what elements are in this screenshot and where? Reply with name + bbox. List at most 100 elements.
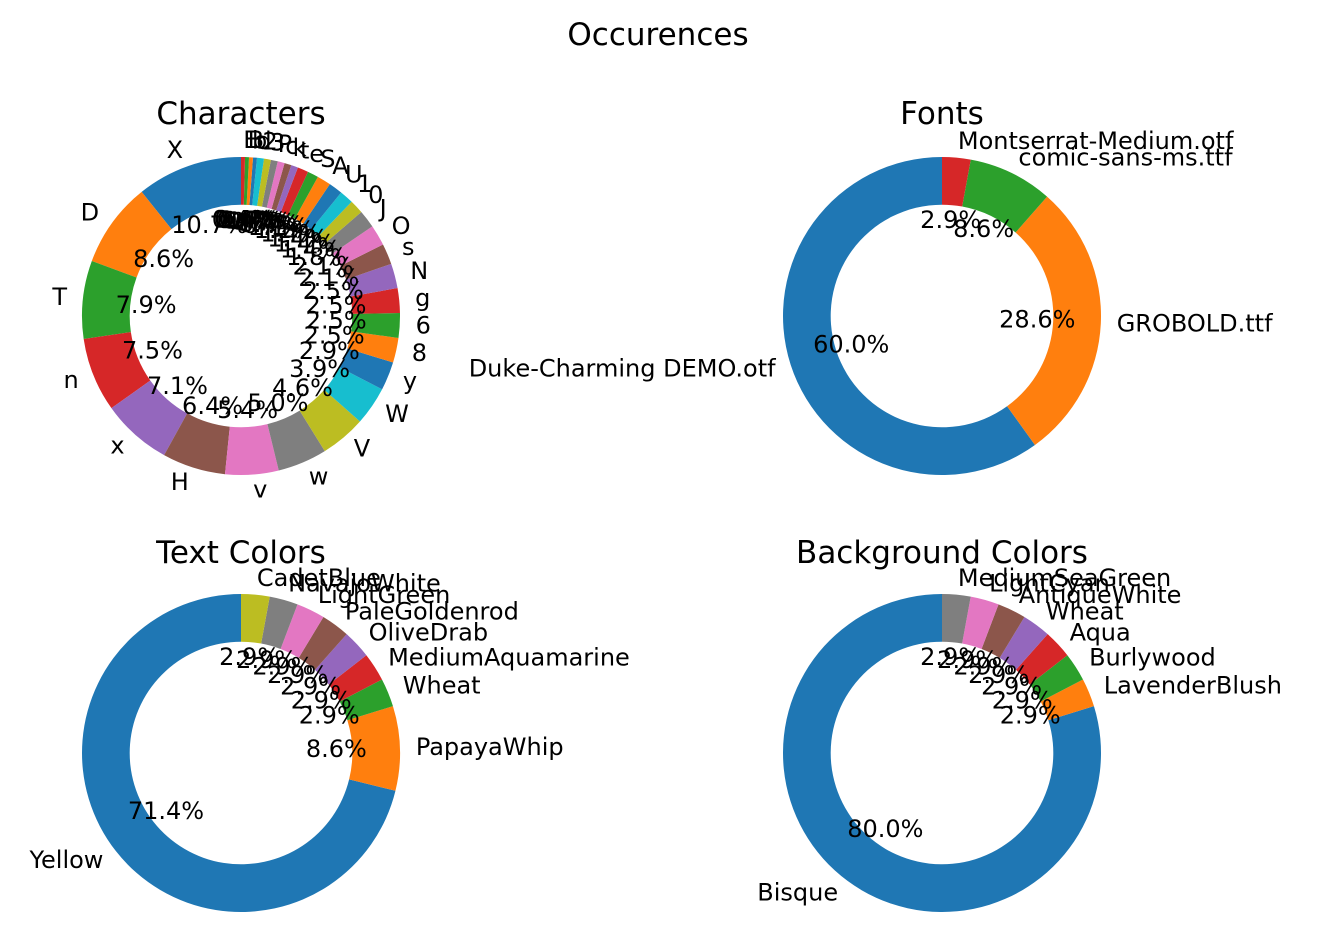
fonts-pct-duke-charming-demo-otf: 60.0% [813,330,889,358]
text-colors-chart-title: Text Colors [155,535,326,571]
background-colors-chart: Background Colors Bisque 80.0% LavenderBlu… [757,535,1282,912]
characters-pct-u: 1.4% [267,224,328,252]
characters-label-t: t [300,136,309,164]
characters-slice-s [287,171,318,219]
text-colors-slice-yellow [81,594,396,912]
fonts-slice-montserrat-medium-otf [942,157,971,207]
text-colors-slice-papayawhip [347,706,401,791]
characters-pct-n: 7.5% [122,337,183,365]
characters-pct-b: 0.4% [217,206,278,234]
background-colors-slice-lavenderblush [1040,679,1094,721]
characters-chart: Characters X10.7%D8.6%T 7.9%n7.5%x7.1%H6.… [51,96,430,503]
characters-label-t: T [51,283,67,311]
characters-slice-y [339,348,394,390]
characters-pct-d: 8.6% [133,245,194,273]
background-colors-slice-aqua [1015,634,1068,685]
background-colors-slice-lightcyan [962,596,999,649]
characters-pct-d: 0.4% [219,206,280,234]
characters-label-c: c [285,132,298,160]
characters-pct-j: 1.8% [286,243,347,271]
characters-pct-6: 2.5% [306,307,367,335]
characters-slice-b [243,157,250,205]
characters-pct-w: 3.9% [289,355,350,383]
characters-label-k: k [293,134,307,162]
characters-label-a: A [332,152,349,180]
background-colors-label-lavenderblush: LavenderBlush [1104,672,1282,700]
background-colors-label-aqua: Aqua [1070,618,1131,646]
text-colors-slice-palegoldenrod [298,617,347,670]
characters-pct-h: 6.4% [182,392,243,420]
characters-slice-d [91,191,172,278]
characters-label-v: V [354,435,371,463]
characters-label-g: g [415,284,430,312]
characters-slice-b [246,157,254,206]
text-colors-pct-lightgreen: 2.9% [252,652,313,680]
characters-pct-p: 0.7% [231,208,292,236]
characters-pct-b: 0.4% [214,206,275,234]
characters-label-8: 8 [412,339,427,367]
background-colors-chart-title: Background Colors [796,535,1088,571]
characters-pct-s: 1.1% [254,216,315,244]
text-colors-label-papayawhip: PapayaWhip [416,733,564,761]
characters-slice-v [299,389,360,452]
text-colors-label-yellow: Yellow [29,846,104,874]
fonts-pct-comic-sans-ms-ttf: 8.6% [953,215,1014,243]
characters-slice-o [332,226,383,266]
characters-pct-t: 0.7% [243,211,304,239]
characters-pct-3: 0.7% [226,207,287,235]
characters-pct-x: 10.7% [171,211,247,239]
characters-label-1: 1 [357,170,372,198]
characters-pct-8: 2.5% [304,322,365,350]
text-colors-label-olivedrab: OliveDrab [369,618,488,646]
characters-pct-g: 2.5% [305,292,366,320]
characters-slice-s [340,244,392,280]
text-colors-pct-papayawhip: 8.6% [306,735,367,763]
characters-pct-a: 1.4% [260,220,321,248]
characters-slice-x [141,157,241,230]
characters-slice-x [111,380,188,456]
characters-slice-8 [347,331,399,363]
characters-label-s: s [402,233,415,261]
characters-pct-1: 1.4% [274,230,335,258]
characters-label-w: W [385,400,409,428]
fonts-label-montserrat-medium-otf: Montserrat-Medium.otf [958,127,1234,155]
characters-label-2: 2 [262,127,277,155]
characters-slice-1 [311,192,352,237]
background-colors-slice-antiquewhite [981,604,1025,658]
characters-label-e: e [309,140,324,168]
text-colors-label-navajowhite: NavajoWhite [288,570,441,598]
text-colors-pct-cadetblue: 2.9% [219,643,280,671]
characters-label-h: H [171,468,189,496]
characters-slice-t [276,165,298,213]
characters-slice-w [324,367,383,422]
characters-slice-u [303,184,342,230]
background-colors-label-wheat: Wheat [1046,597,1124,625]
background-colors-label-lightcyan: LightCyan [989,570,1110,598]
background-colors-pct-lavenderblush: 2.9% [1000,702,1061,730]
characters-slice-3 [257,158,271,207]
background-colors-pct-bisque: 80.0% [847,815,923,843]
characters-pct-s: 2.1% [298,264,359,292]
text-colors-slice-lightgreen [280,604,324,658]
figure-suptitle: Occurences [567,17,748,53]
text-colors-slice-cadetblue [241,594,270,644]
characters-pct-w: 5.0% [247,389,308,417]
text-colors-label-wheat: Wheat [403,672,481,700]
characters-pct-e: 1.1% [248,213,309,241]
characters-label-j: J [378,194,387,222]
characters-slice-k [271,163,292,211]
text-colors-label-lightgreen: LightGreen [318,581,451,609]
characters-slice-6 [351,312,401,338]
characters-label-b: b [252,126,267,154]
characters-pct-v: 4.6% [272,374,333,402]
characters-pct-c: 0.7% [235,209,296,237]
background-colors-label-antiquewhite: AntiqueWhite [1019,581,1182,609]
characters-pct-o: 2.1% [293,253,354,281]
characters-pct-t: 7.9% [116,291,177,319]
fonts-slice-comic-sans-ms-ttf [962,159,1048,233]
text-colors-label-palegoldenrod: PaleGoldenrod [345,597,519,625]
background-colors-slice-burlywood [1029,655,1083,702]
background-colors-slice-bisque [782,594,1101,912]
characters-pct-e: 0.4% [212,206,273,234]
